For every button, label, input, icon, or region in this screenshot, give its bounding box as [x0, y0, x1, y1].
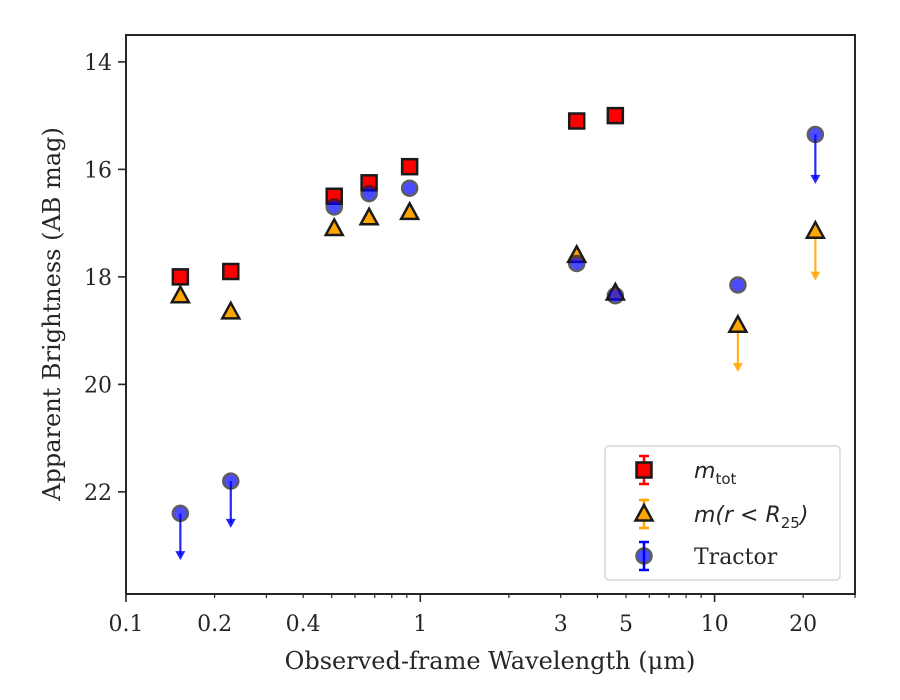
upper-limit-arrow-head	[225, 518, 236, 528]
mtot-point	[400, 157, 419, 176]
x-tick-label: 1	[413, 612, 427, 637]
legend-label: Tractor	[694, 545, 778, 570]
x-tick-label: 0.2	[197, 612, 232, 637]
x-tick-label: 5	[619, 612, 633, 637]
mr25-point	[804, 219, 826, 239]
y-tick-label: 18	[84, 266, 112, 291]
tractor-point	[222, 472, 240, 490]
upper-limit-arrow-head	[175, 551, 186, 561]
y-tick-label: 20	[84, 373, 112, 398]
x-tick-label: 20	[789, 612, 817, 637]
upper-limit-arrow-head	[732, 362, 743, 372]
mtot-point	[222, 262, 240, 281]
x-axis: 0.1 0.2 0.4 1 3 5 10 20	[109, 594, 856, 637]
tractor-point	[400, 179, 419, 197]
mr25-point	[727, 313, 749, 333]
data-layer	[169, 106, 826, 561]
tractor-point	[606, 286, 625, 305]
mr25-point	[358, 206, 380, 226]
tractor-point	[729, 276, 747, 294]
tractor-point	[325, 198, 343, 216]
legend-marker-triangle	[633, 502, 655, 522]
legend-box	[604, 445, 841, 581]
legend-marker-circle	[635, 547, 653, 565]
series-circle	[171, 125, 825, 561]
y-tick-label: 22	[84, 481, 112, 506]
y-axis-label: Apparent Brightness (AB mag)	[38, 127, 66, 502]
tractor-point	[806, 125, 825, 144]
x-axis-label: Observed-frame Wavelength (μm)	[285, 647, 696, 675]
upper-limit-arrow-head	[810, 174, 821, 184]
y-tick-label: 16	[84, 158, 112, 183]
x-tick-label: 3	[554, 612, 568, 637]
tractor-point	[360, 184, 378, 203]
legend-label: m(r < R25)	[694, 503, 808, 532]
upper-limit-arrow-head	[810, 271, 821, 281]
mr25-point	[169, 284, 191, 304]
plot-frame	[125, 34, 856, 595]
mr25-point	[220, 300, 242, 320]
legend-label: mtot	[694, 459, 736, 488]
y-axis: 14 16 18 20 22	[84, 51, 126, 506]
x-tick-label: 0.4	[286, 612, 321, 637]
mr25-point	[323, 216, 345, 237]
mtot-point	[171, 268, 190, 286]
y-tick-label: 14	[84, 51, 112, 76]
tractor-point	[171, 504, 190, 523]
mtot-point	[567, 112, 586, 130]
legend: mtot m(r < R25) Tractor	[604, 445, 841, 581]
x-tick-label: 10	[701, 612, 729, 637]
x-tick-label: 0.1	[109, 612, 144, 637]
tractor-point	[567, 254, 586, 273]
mtot-point	[606, 106, 625, 125]
legend-marker-square	[635, 461, 653, 479]
mr25-point	[399, 200, 421, 221]
